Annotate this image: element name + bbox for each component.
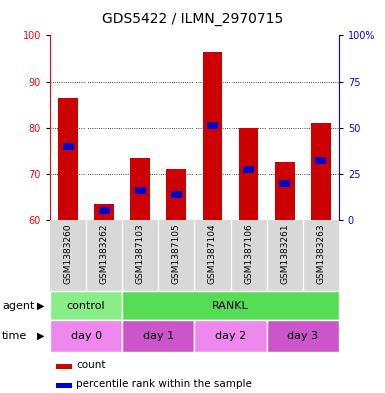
Text: GSM1387105: GSM1387105 bbox=[172, 224, 181, 285]
Text: GSM1387104: GSM1387104 bbox=[208, 224, 217, 284]
Bar bbox=[122, 291, 339, 320]
Bar bbox=[56, 383, 72, 388]
Bar bbox=[135, 187, 146, 193]
Text: agent: agent bbox=[2, 301, 34, 310]
Bar bbox=[50, 291, 122, 320]
Bar bbox=[50, 320, 122, 352]
Text: percentile rank within the sample: percentile rank within the sample bbox=[76, 379, 252, 389]
Text: control: control bbox=[67, 301, 105, 310]
Text: time: time bbox=[2, 331, 27, 341]
Text: GSM1383262: GSM1383262 bbox=[100, 224, 109, 284]
Bar bbox=[239, 128, 258, 220]
Bar bbox=[94, 204, 114, 220]
Bar bbox=[122, 320, 194, 352]
Bar bbox=[315, 156, 326, 163]
Bar bbox=[166, 169, 186, 220]
Text: day 2: day 2 bbox=[215, 331, 246, 341]
Text: GSM1383261: GSM1383261 bbox=[280, 224, 289, 284]
Text: GSM1387106: GSM1387106 bbox=[244, 224, 253, 285]
Bar bbox=[203, 51, 223, 220]
Text: GSM1383260: GSM1383260 bbox=[64, 224, 73, 284]
Bar bbox=[266, 320, 339, 352]
Text: GSM1383263: GSM1383263 bbox=[316, 224, 325, 284]
Text: count: count bbox=[76, 360, 105, 370]
Bar bbox=[58, 98, 78, 220]
Bar bbox=[207, 122, 218, 129]
Bar bbox=[99, 208, 110, 214]
Text: day 3: day 3 bbox=[287, 331, 318, 341]
Text: ▶: ▶ bbox=[37, 301, 44, 310]
Bar bbox=[194, 320, 266, 352]
Text: GSM1387103: GSM1387103 bbox=[136, 224, 145, 285]
Bar bbox=[311, 123, 331, 220]
Bar bbox=[279, 180, 290, 187]
Bar bbox=[275, 162, 295, 220]
Bar bbox=[171, 191, 182, 198]
Text: GDS5422 / ILMN_2970715: GDS5422 / ILMN_2970715 bbox=[102, 11, 283, 26]
Text: RANKL: RANKL bbox=[212, 301, 249, 310]
Bar bbox=[63, 143, 74, 150]
Bar bbox=[243, 166, 254, 173]
Bar bbox=[56, 364, 72, 369]
Bar bbox=[131, 158, 150, 220]
Text: ▶: ▶ bbox=[37, 331, 44, 341]
Text: day 0: day 0 bbox=[70, 331, 102, 341]
Text: day 1: day 1 bbox=[143, 331, 174, 341]
